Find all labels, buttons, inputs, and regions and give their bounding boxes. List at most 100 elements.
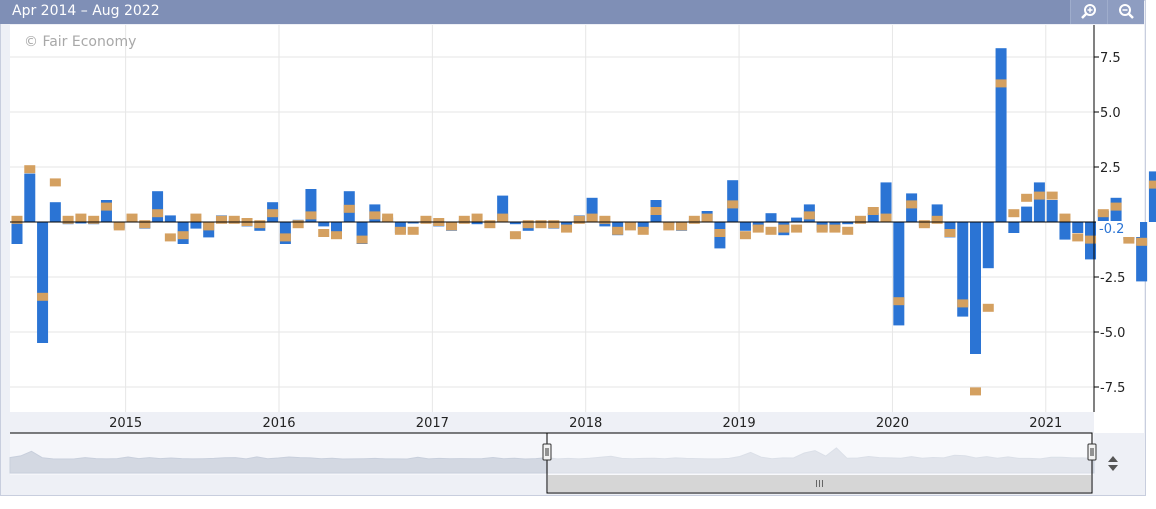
forecast-marker[interactable] [292, 220, 304, 229]
forecast-marker[interactable] [279, 233, 291, 242]
forecast-marker[interactable] [714, 229, 726, 237]
forecast-marker[interactable] [995, 79, 1007, 88]
forecast-marker[interactable] [778, 224, 790, 233]
forecast-marker[interactable] [739, 231, 751, 240]
actual-bar[interactable] [893, 222, 905, 326]
actual-bar[interactable] [957, 222, 969, 317]
forecast-marker[interactable] [650, 207, 662, 215]
forecast-marker[interactable] [1008, 209, 1020, 218]
forecast-marker[interactable] [113, 222, 125, 231]
actual-bar[interactable] [995, 48, 1007, 223]
forecast-marker[interactable] [62, 215, 74, 224]
actual-bar[interactable] [982, 222, 994, 269]
actual-bar[interactable] [305, 189, 317, 222]
forecast-marker[interactable] [407, 226, 419, 235]
actual-bar[interactable] [497, 195, 509, 222]
forecast-marker[interactable] [535, 220, 547, 229]
forecast-marker[interactable] [970, 387, 981, 396]
actual-bar[interactable] [1033, 182, 1045, 222]
actual-bar[interactable] [164, 215, 176, 222]
forecast-marker[interactable] [982, 303, 994, 312]
forecast-marker[interactable] [1123, 235, 1135, 244]
forecast-marker[interactable] [215, 215, 227, 224]
forecast-marker[interactable] [867, 207, 879, 215]
actual-bar[interactable] [1148, 171, 1156, 222]
forecast-marker[interactable] [676, 222, 688, 231]
actual-bar[interactable] [842, 222, 854, 225]
forecast-marker[interactable] [663, 222, 675, 231]
forecast-marker[interactable] [880, 213, 892, 222]
forecast-marker[interactable] [803, 211, 815, 220]
forecast-marker[interactable] [203, 222, 215, 231]
actual-bar[interactable] [561, 222, 573, 227]
zoom-out-button[interactable] [1107, 0, 1144, 24]
actual-bar[interactable] [880, 182, 892, 222]
forecast-marker[interactable] [1136, 237, 1148, 246]
actual-bar[interactable] [279, 222, 291, 244]
forecast-marker[interactable] [1033, 191, 1045, 200]
forecast-marker[interactable] [931, 215, 943, 224]
actual-bar[interactable] [190, 222, 202, 229]
forecast-marker[interactable] [356, 235, 368, 244]
forecast-marker[interactable] [752, 224, 764, 233]
actual-bar[interactable] [739, 222, 751, 231]
forecast-marker[interactable] [382, 213, 394, 222]
forecast-marker[interactable] [497, 213, 509, 222]
actual-bar[interactable] [637, 222, 649, 229]
forecast-marker[interactable] [88, 215, 100, 224]
actual-bar[interactable] [75, 222, 87, 224]
forecast-marker[interactable] [318, 229, 330, 237]
forecast-marker[interactable] [765, 226, 777, 235]
actual-bar[interactable] [765, 213, 777, 222]
forecast-marker[interactable] [343, 204, 355, 213]
forecast-marker[interactable] [331, 231, 342, 240]
actual-bar[interactable] [356, 222, 368, 244]
forecast-marker[interactable] [561, 224, 573, 233]
forecast-marker[interactable] [637, 226, 649, 235]
scroll-up-arrow-icon[interactable] [1108, 456, 1118, 462]
forecast-marker[interactable] [37, 292, 49, 301]
forecast-marker[interactable] [548, 220, 560, 229]
forecast-marker[interactable] [75, 213, 87, 222]
actual-bar[interactable] [100, 200, 112, 222]
forecast-marker[interactable] [1148, 180, 1156, 189]
forecast-marker[interactable] [267, 209, 279, 218]
forecast-marker[interactable] [944, 229, 956, 237]
forecast-marker[interactable] [446, 222, 458, 231]
actual-bar[interactable] [49, 202, 61, 222]
forecast-marker[interactable] [49, 178, 61, 187]
forecast-marker[interactable] [509, 231, 521, 240]
forecast-marker[interactable] [1085, 235, 1097, 244]
forecast-marker[interactable] [100, 202, 112, 211]
actual-bar[interactable] [970, 222, 981, 354]
forecast-marker[interactable] [305, 211, 317, 220]
forecast-marker[interactable] [688, 215, 700, 224]
actual-bar[interactable] [318, 222, 330, 227]
forecast-marker[interactable] [420, 215, 432, 224]
actual-bar[interactable] [471, 222, 483, 225]
forecast-marker[interactable] [624, 222, 636, 231]
forecast-marker[interactable] [1097, 209, 1109, 218]
actual-bar[interactable] [407, 222, 419, 224]
actual-bar[interactable] [867, 213, 879, 222]
forecast-marker[interactable] [190, 213, 202, 222]
forecast-marker[interactable] [1110, 202, 1122, 211]
forecast-marker[interactable] [228, 215, 240, 224]
forecast-marker[interactable] [893, 297, 905, 306]
forecast-marker[interactable] [1021, 193, 1033, 202]
forecast-marker[interactable] [599, 215, 611, 224]
forecast-marker[interactable] [918, 220, 930, 229]
forecast-marker[interactable] [254, 220, 266, 229]
actual-bar[interactable] [1046, 200, 1058, 222]
forecast-marker[interactable] [11, 215, 23, 224]
actual-bar[interactable] [1021, 206, 1033, 222]
forecast-marker[interactable] [701, 213, 713, 222]
forecast-marker[interactable] [139, 220, 151, 229]
forecast-marker[interactable] [829, 224, 841, 233]
zoom-in-button[interactable] [1070, 0, 1107, 24]
actual-bar[interactable] [24, 173, 36, 222]
forecast-marker[interactable] [152, 209, 164, 218]
actual-bar[interactable] [37, 222, 49, 343]
forecast-marker[interactable] [1046, 191, 1058, 200]
actual-bar[interactable] [1059, 222, 1071, 240]
